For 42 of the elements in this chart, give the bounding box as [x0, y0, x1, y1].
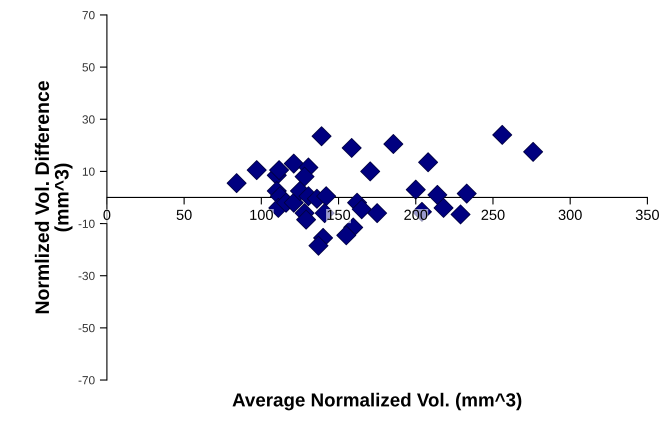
point — [406, 180, 426, 200]
point — [492, 124, 512, 145]
y-tick-label: -70 — [78, 376, 95, 384]
point — [284, 154, 304, 174]
point — [316, 186, 336, 206]
x-axis-title: Average Normalized Vol. (mm^3) — [232, 392, 522, 410]
x-tick-label: 50 — [176, 210, 192, 220]
point — [450, 204, 471, 224]
point — [434, 198, 454, 218]
point — [342, 138, 362, 158]
point — [336, 225, 356, 246]
y-tick-label: -10 — [78, 220, 95, 228]
point — [312, 126, 332, 146]
y-tick-label: 10 — [82, 167, 95, 176]
y-tick-label: 30 — [82, 115, 95, 124]
point — [427, 184, 448, 205]
point — [367, 203, 388, 224]
point — [296, 210, 316, 230]
y-axis-title: Normlized Vol. Difference (mm^3) — [34, 81, 72, 314]
x-tick-label: 200 — [404, 210, 428, 220]
x-tick-label: 150 — [327, 210, 350, 220]
x-tick-label: 350 — [636, 210, 659, 220]
point — [352, 199, 372, 220]
point — [284, 192, 304, 213]
y-tick-label: -30 — [78, 272, 95, 280]
x-tick-label: 0 — [103, 210, 110, 220]
x-tick-label: 300 — [558, 210, 582, 220]
point — [456, 184, 477, 204]
point — [418, 152, 438, 172]
point — [523, 142, 544, 162]
point — [269, 160, 290, 180]
y-tick-label: -50 — [78, 324, 95, 332]
x-tick-label: 100 — [250, 210, 273, 220]
x-tick-label: 250 — [482, 210, 505, 220]
point — [383, 134, 404, 154]
y-tick-label: 70 — [82, 10, 95, 20]
point — [246, 160, 267, 180]
point — [294, 166, 315, 187]
point — [360, 161, 380, 182]
y-tick-label: 50 — [82, 63, 95, 72]
point — [308, 236, 328, 256]
point — [226, 173, 247, 194]
